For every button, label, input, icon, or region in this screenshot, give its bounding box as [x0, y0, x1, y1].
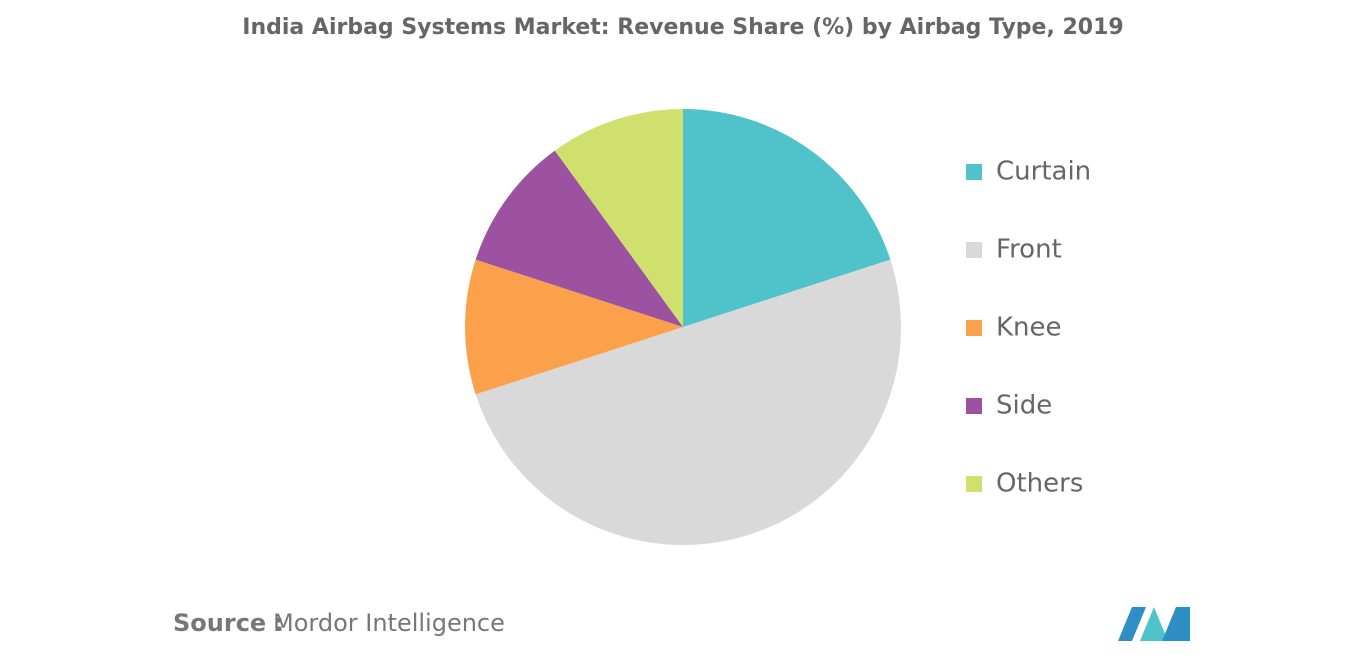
pie-slice [683, 109, 891, 327]
pie-slice [475, 150, 683, 327]
legend-swatch [966, 320, 982, 336]
legend-label: Knee [996, 313, 1062, 343]
legend-label: Curtain [996, 157, 1091, 187]
pie-slice [475, 259, 901, 545]
chart-title: India Airbag Systems Market: Revenue Sha… [242, 15, 1123, 40]
legend-label: Front [996, 235, 1062, 265]
source-label: Source : [173, 609, 284, 637]
pie-slice [554, 109, 683, 327]
legend-label: Side [996, 391, 1052, 421]
legend-swatch [966, 164, 982, 180]
legend-swatch [966, 242, 982, 258]
pie-slice [465, 259, 683, 395]
logo [1118, 607, 1190, 641]
legend-label: Others [996, 469, 1083, 499]
legend-swatch [966, 398, 982, 414]
legend-swatch [966, 476, 982, 492]
source: Mordor Intelligence [273, 609, 505, 637]
